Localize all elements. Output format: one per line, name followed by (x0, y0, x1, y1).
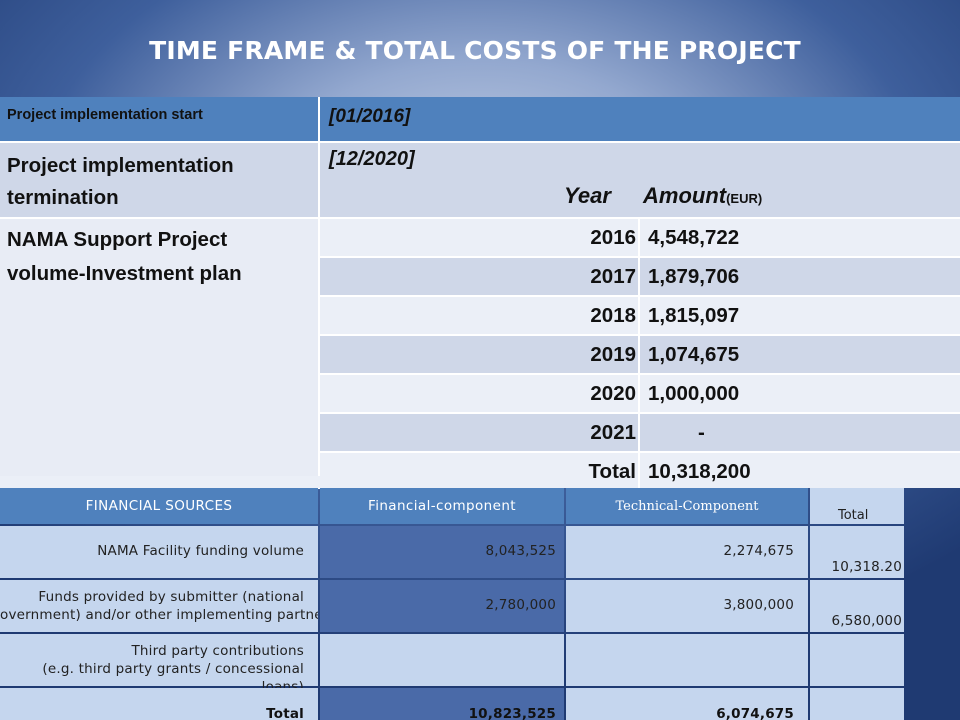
nama-label-line1: NAMA Support Project (7, 228, 228, 251)
header-financial-sources: FINANCIAL SOURCES (0, 488, 318, 524)
table-row: Funds provided by submitter (national ov… (0, 580, 904, 632)
technical-value (566, 634, 808, 686)
header-technical-component: Technical-Component (566, 488, 808, 524)
termination-value: [12/2020] (329, 148, 415, 170)
year-row: 2020 1,000,000 (320, 375, 960, 414)
total-value: 10,318.20 (810, 526, 904, 578)
year-cell: 2020 (320, 375, 640, 412)
year-row: 2021 - (320, 414, 960, 453)
year-row: 2017 1,879,706 (320, 258, 960, 297)
financial-value: 8,043,525 (320, 526, 564, 578)
start-row: Project implementation start [01/2016] (0, 97, 960, 143)
page-title: TIME FRAME & TOTAL COSTS OF THE PROJECT (149, 36, 801, 65)
start-label: Project implementation start (0, 97, 320, 141)
technical-value: 3,800,000 (566, 580, 808, 632)
row-label-line1: Funds provided by submitter (national (38, 589, 304, 605)
financial-value: 10,823,525 (320, 688, 564, 720)
year-header: Year (564, 183, 611, 208)
amount-cell: 1,000,000 (648, 382, 740, 405)
year-row: 2018 1,815,097 (320, 297, 960, 336)
row-label-line2: overnment) and/or other implementing par… (0, 607, 318, 623)
year-cell: 2019 (320, 336, 640, 373)
total-value (810, 688, 904, 720)
row-label: Third party contributions (e.g. third pa… (0, 634, 318, 695)
financial-sources-table: FINANCIAL SOURCES Financial-component Te… (0, 488, 904, 720)
year-cell: 2017 (320, 258, 640, 295)
nama-label-cell: NAMA Support Project volume-Investment p… (0, 219, 320, 489)
year-cell: 2021 (320, 414, 640, 451)
amount-cell: 4,548,722 (648, 226, 740, 249)
total-value: 6,580,000 (810, 580, 904, 632)
total-value (810, 634, 904, 686)
total-amount-cell: 10,318,200 (648, 460, 751, 483)
termination-label: Project implementation termination (0, 143, 320, 217)
amount-unit: (EUR) (726, 191, 763, 206)
nama-label-line2: volume-Investment plan (7, 262, 242, 285)
technical-value: 6,074,675 (566, 688, 808, 720)
technical-value: 2,274,675 (566, 526, 808, 578)
year-cell: 2016 (320, 219, 640, 256)
amount-cell: 1,815,097 (648, 304, 740, 327)
amount-header-text: Amount (643, 183, 727, 208)
table-row-total: Total 10,823,525 6,074,675 (0, 688, 904, 720)
year-cell: 2018 (320, 297, 640, 334)
amount-cell: 1,879,706 (648, 265, 740, 288)
termination-label-line2: termination (7, 186, 119, 209)
row-label: Funds provided by submitter (national ov… (0, 580, 318, 632)
year-row: 2019 1,074,675 (320, 336, 960, 375)
row-label: NAMA Facility funding volume (0, 526, 318, 578)
amount-cell: 1,074,675 (648, 343, 740, 366)
start-value: [01/2016] (329, 106, 411, 127)
year-row: 2016 4,548,722 (320, 219, 960, 258)
row-label: Total (0, 688, 318, 720)
amount-cell: - (698, 421, 705, 444)
termination-value-cell: [12/2020] Year Amount(EUR) (320, 143, 960, 217)
total-label-cell: Total (320, 453, 640, 488)
table-row: Third party contributions (e.g. third pa… (0, 634, 904, 695)
financial-value: 2,780,000 (320, 580, 564, 632)
table-gap (0, 476, 565, 488)
table-row: NAMA Facility funding volume 8,043,525 2… (0, 526, 904, 578)
termination-row: Project implementation termination [12/2… (0, 143, 960, 219)
financial-value (320, 634, 564, 686)
header-total: Total (810, 488, 904, 524)
termination-label-line1: Project implementation (7, 154, 234, 177)
row-label-line1: Third party contributions (131, 643, 304, 659)
amount-header: Amount(EUR) (643, 183, 762, 209)
header-financial-component: Financial-component (320, 488, 564, 524)
